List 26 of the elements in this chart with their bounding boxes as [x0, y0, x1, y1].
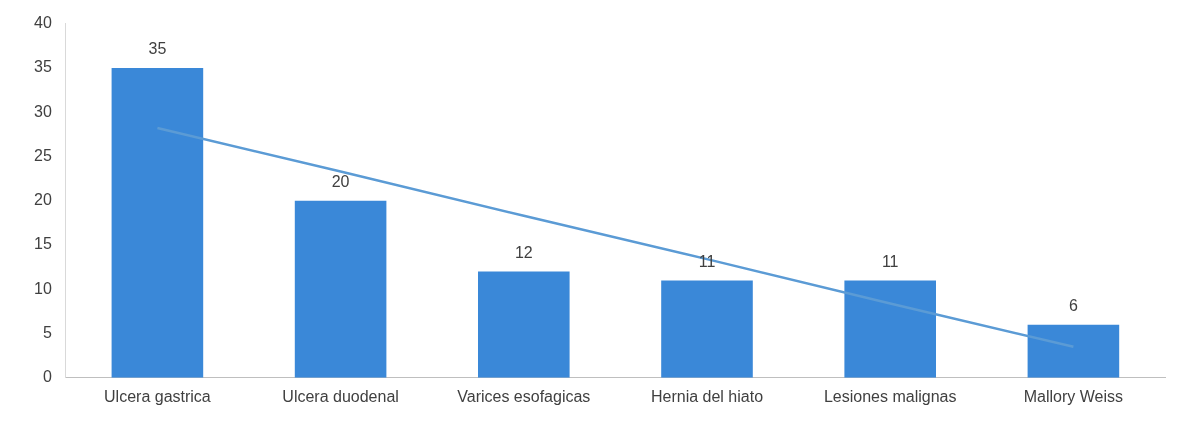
- x-tick-label: Hernia del hiato: [650, 387, 764, 405]
- bar: [661, 280, 753, 378]
- x-tick-label: Lesiones malignas: [823, 387, 957, 405]
- data-label: 11: [881, 252, 899, 270]
- y-tick-label: 20: [34, 191, 52, 209]
- bar: [1027, 324, 1120, 378]
- y-tick-label: 15: [34, 235, 52, 253]
- x-tick-label: Ulcera gastrica: [104, 387, 211, 405]
- x-tick-label: Ulcera duodenal: [282, 387, 399, 405]
- y-tick-label: 10: [34, 279, 52, 297]
- bar: [844, 280, 936, 378]
- bar: [294, 200, 387, 378]
- bar: [478, 271, 570, 378]
- x-tick-label: Mallory Weiss: [1023, 387, 1124, 405]
- y-tick-label: 30: [34, 102, 52, 120]
- y-tick-label: 35: [34, 58, 52, 76]
- y-tick-label: 0: [42, 368, 52, 386]
- data-label: 35: [148, 40, 167, 58]
- bar: [111, 67, 204, 378]
- y-tick-label: 5: [42, 323, 52, 341]
- data-label: 12: [514, 243, 533, 261]
- x-tick-label: Varices esofagicas: [457, 387, 591, 405]
- y-tick-label: 40: [34, 14, 52, 32]
- data-label: 20: [331, 173, 350, 191]
- y-tick-label: 25: [34, 146, 52, 164]
- data-label: 6: [1068, 297, 1078, 315]
